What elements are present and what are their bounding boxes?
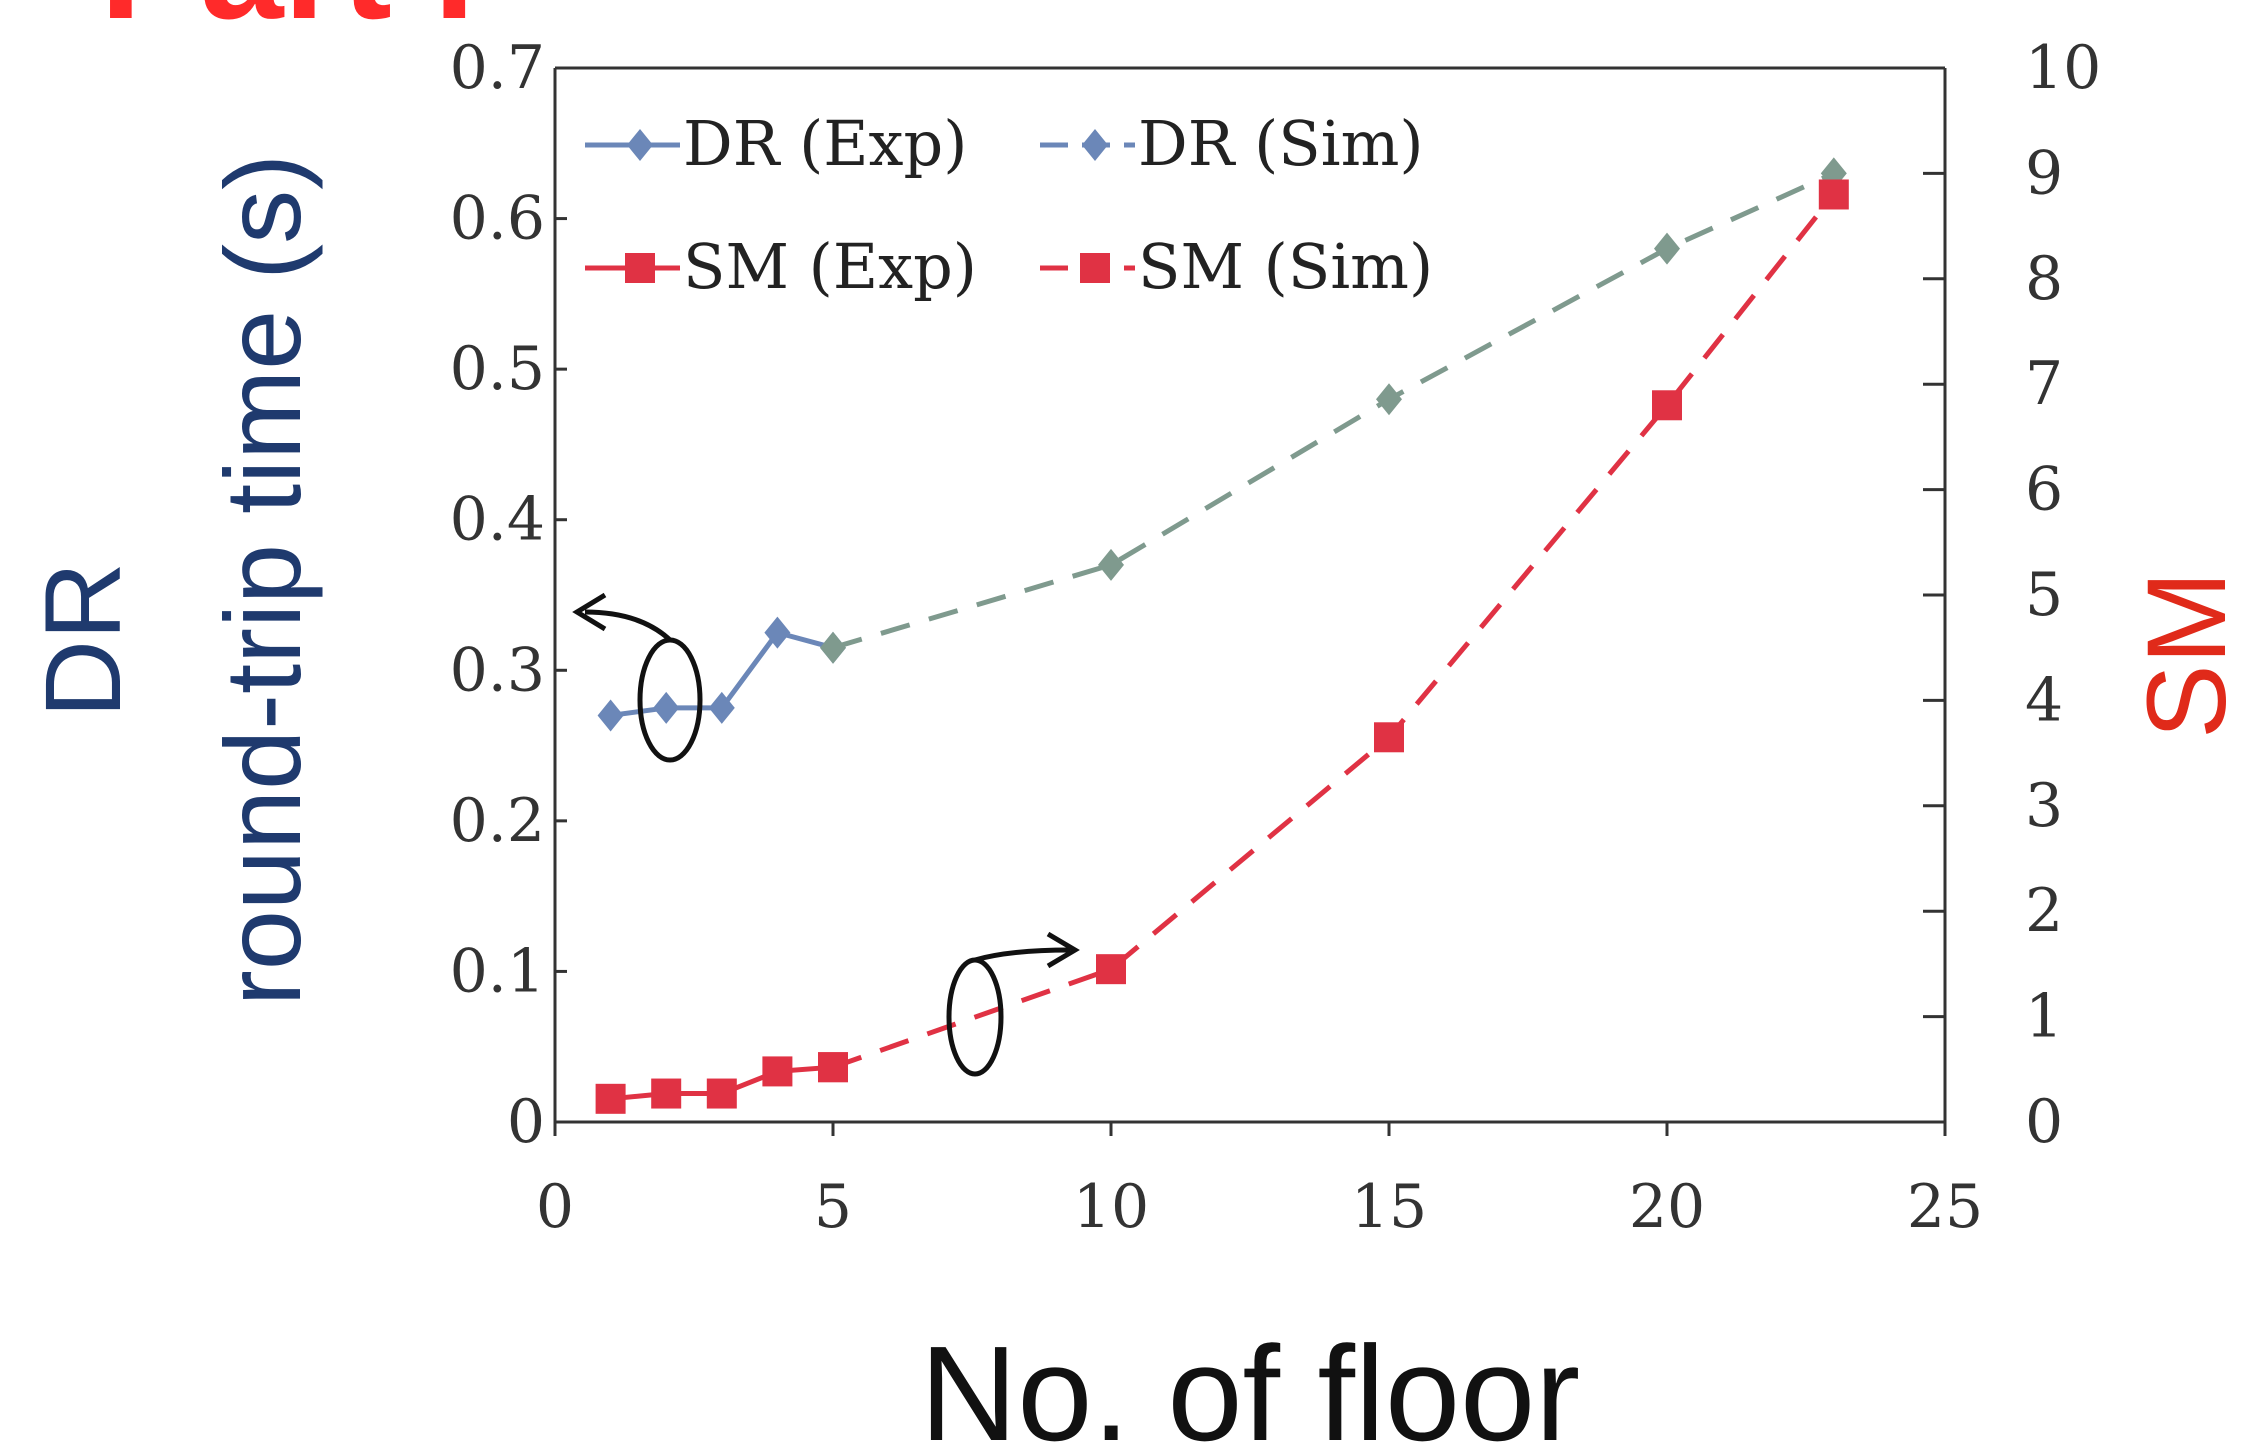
data-point — [1098, 548, 1124, 581]
x-tick-label: 0 — [536, 1172, 574, 1242]
left-tick-label: 0.6 — [450, 184, 545, 254]
data-point — [1652, 390, 1682, 421]
right-tick-label: 7 — [2025, 349, 2063, 419]
right-tick-label: 3 — [2025, 771, 2063, 841]
right-tick-label: 8 — [2025, 244, 2063, 314]
plot-frame — [553, 66, 1947, 1124]
legend-label: SM (Sim) — [1138, 230, 1433, 303]
legend-swatch-marker — [627, 129, 653, 161]
left-tick-label: 0.7 — [450, 33, 545, 103]
legend-entry: SM (Exp) — [585, 230, 977, 303]
series-layer — [595, 157, 1849, 1114]
right-tick-label: 0 — [2025, 1087, 2063, 1157]
left-tick-label: 0.2 — [450, 786, 545, 856]
right-indicator-arrow — [974, 947, 1071, 963]
left-tick-label: 0.4 — [450, 485, 545, 555]
series-line — [832, 192, 1836, 1070]
right-tick-label: 2 — [2025, 876, 2063, 946]
left-tick-label: 0 — [507, 1087, 545, 1157]
data-point — [1654, 232, 1680, 265]
right-indicator-arrowhead — [1046, 931, 1080, 969]
data-point — [762, 1056, 793, 1087]
left-axis-ticks: 0 0.1 0.2 0.3 0.4 0.5 0.6 0.7 — [450, 33, 567, 1157]
right-tick-label: 4 — [2025, 665, 2063, 735]
left-axis-title-line1: DR — [22, 562, 143, 718]
x-axis-title: No. of floor — [920, 1318, 1580, 1448]
legend-swatch-marker — [625, 253, 655, 283]
data-point — [597, 699, 624, 732]
data-point — [653, 691, 680, 724]
legend-entry: DR (Sim) — [1040, 107, 1424, 180]
legend-label: DR (Exp) — [683, 107, 967, 180]
data-point — [1818, 179, 1849, 210]
left-tick-label: 0.3 — [450, 635, 545, 705]
x-tick-label: 15 — [1351, 1172, 1427, 1242]
left-tick-label: 0.1 — [450, 936, 545, 1006]
left-axis-title-line2: round-trip time (s) — [202, 154, 323, 1006]
legend-entry: DR (Exp) — [585, 107, 967, 180]
data-point — [764, 616, 791, 649]
left-indicator-arrowhead — [572, 592, 607, 632]
right-tick-label: 6 — [2025, 455, 2063, 525]
legend-swatch-marker — [1082, 129, 1108, 161]
data-point — [651, 1078, 682, 1109]
data-point — [820, 631, 846, 664]
left-axis-title: DR round-trip time (s) — [22, 154, 323, 1006]
x-tick-label: 25 — [1907, 1172, 1983, 1242]
legend-label: SM (Exp) — [683, 230, 977, 303]
right-tick-label: 10 — [2025, 33, 2101, 103]
x-tick-label: 20 — [1629, 1172, 1705, 1242]
series-dr-exp — [597, 616, 846, 732]
right-tick-label: 5 — [2025, 560, 2063, 630]
legend-entry: SM (Sim) — [1040, 230, 1433, 303]
x-tick-label: 5 — [814, 1172, 852, 1242]
data-point — [708, 691, 735, 724]
clipped-header-text: Part I — [100, 0, 475, 50]
x-axis-ticks: 0 5 10 15 20 25 — [536, 1122, 1983, 1242]
series-sm-sim — [818, 179, 1849, 1083]
data-point — [1096, 954, 1126, 985]
series-sm-exp — [595, 1052, 848, 1114]
left-indicator-arrow — [584, 609, 672, 642]
data-point — [818, 1052, 848, 1083]
axis-indicator-arrows — [572, 592, 1080, 1077]
legend: DR (Exp) DR (Sim) SM (Exp) SM (Sim) — [585, 107, 1433, 303]
data-point — [1376, 383, 1402, 416]
right-tick-label: 9 — [2025, 138, 2063, 208]
right-axis-ticks: 0 1 2 3 4 5 6 7 8 9 10 — [1923, 33, 2101, 1157]
right-axis-title: SM — [2124, 571, 2247, 739]
x-tick-label: 10 — [1073, 1172, 1149, 1242]
right-tick-label: 1 — [2025, 982, 2063, 1052]
data-point — [1374, 722, 1404, 753]
left-tick-label: 0.5 — [450, 334, 545, 404]
legend-swatch-marker — [1080, 253, 1110, 283]
data-point — [706, 1078, 737, 1109]
legend-label: DR (Sim) — [1138, 107, 1424, 180]
data-point — [595, 1083, 626, 1114]
